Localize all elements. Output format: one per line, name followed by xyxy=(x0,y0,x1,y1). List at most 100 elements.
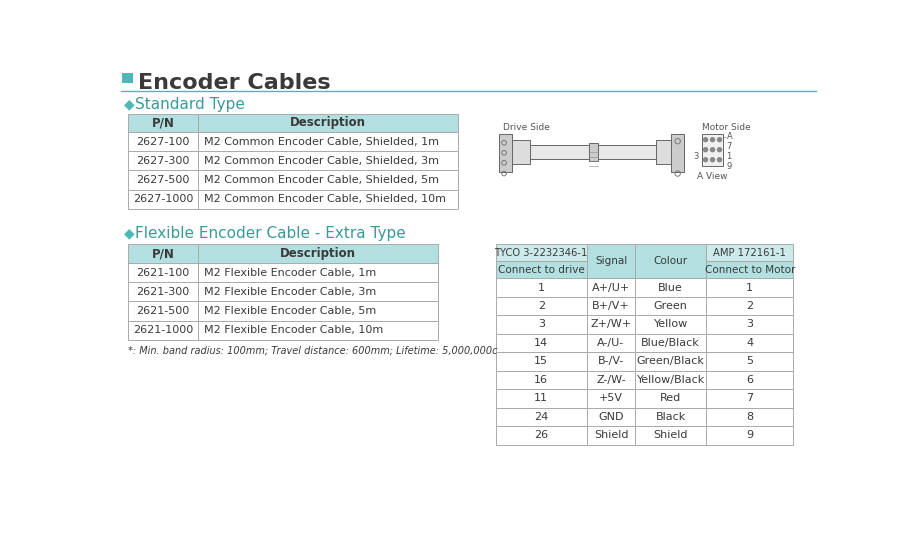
Text: 6: 6 xyxy=(746,375,753,385)
Text: 11: 11 xyxy=(535,393,548,403)
Text: 16: 16 xyxy=(535,375,548,385)
Text: 2627-300: 2627-300 xyxy=(136,156,190,166)
Bar xyxy=(128,263,198,282)
Bar xyxy=(495,426,587,444)
Text: Description: Description xyxy=(290,116,366,129)
Text: 3: 3 xyxy=(537,319,545,329)
Text: P/N: P/N xyxy=(152,247,175,260)
Text: 1: 1 xyxy=(727,152,732,161)
Text: P/N: P/N xyxy=(152,116,175,129)
Text: 3: 3 xyxy=(693,152,698,161)
Text: A View: A View xyxy=(697,172,728,181)
Text: Encoder Cables: Encoder Cables xyxy=(137,73,330,94)
Text: Colour: Colour xyxy=(654,256,687,266)
Circle shape xyxy=(717,137,722,142)
Bar xyxy=(128,151,198,170)
Text: 1: 1 xyxy=(746,283,753,293)
Text: A+/U+: A+/U+ xyxy=(592,283,630,293)
Text: Black: Black xyxy=(655,412,686,422)
Bar xyxy=(495,334,587,352)
Bar xyxy=(128,282,198,301)
Bar xyxy=(198,263,438,282)
Bar xyxy=(635,334,707,352)
Bar xyxy=(587,426,635,444)
Text: M2 Common Encoder Cable, Shielded, 1m: M2 Common Encoder Cable, Shielded, 1m xyxy=(204,136,439,147)
Text: Red: Red xyxy=(660,393,681,403)
Text: Signal: Signal xyxy=(595,256,627,266)
Bar xyxy=(128,170,198,190)
Text: Green: Green xyxy=(654,301,687,311)
Bar xyxy=(707,297,793,315)
Bar xyxy=(495,244,587,261)
Text: 7: 7 xyxy=(727,142,732,151)
Text: 2621-1000: 2621-1000 xyxy=(133,326,193,335)
Circle shape xyxy=(703,137,708,142)
Bar xyxy=(635,297,707,315)
Bar xyxy=(635,426,707,444)
Bar xyxy=(707,334,793,352)
Bar xyxy=(635,278,707,297)
Bar xyxy=(707,389,793,408)
Text: Connect to Motor: Connect to Motor xyxy=(705,265,795,275)
Text: GND: GND xyxy=(599,412,623,422)
Bar xyxy=(635,244,707,278)
Text: M2 Flexible Encoder Cable, 1m: M2 Flexible Encoder Cable, 1m xyxy=(204,267,377,277)
Bar xyxy=(198,282,438,301)
Text: AMP 172161-1: AMP 172161-1 xyxy=(713,248,786,258)
Bar xyxy=(587,389,635,408)
Text: 1: 1 xyxy=(537,283,545,293)
Text: ◆: ◆ xyxy=(123,227,134,241)
Text: +5V: +5V xyxy=(599,393,623,403)
Text: 24: 24 xyxy=(534,412,548,422)
Text: Blue: Blue xyxy=(658,283,683,293)
Bar xyxy=(128,113,198,132)
Text: M2 Common Encoder Cable, Shielded, 5m: M2 Common Encoder Cable, Shielded, 5m xyxy=(204,175,439,185)
Bar xyxy=(589,143,598,161)
Bar xyxy=(587,352,635,370)
Bar xyxy=(495,278,587,297)
Text: A: A xyxy=(727,132,732,141)
Text: 4: 4 xyxy=(746,338,753,348)
Text: Shield: Shield xyxy=(594,430,628,441)
Text: B-/V-: B-/V- xyxy=(598,356,624,367)
Bar xyxy=(635,352,707,370)
Text: 2: 2 xyxy=(537,301,545,311)
Text: Description: Description xyxy=(280,247,356,260)
Text: Connect to drive: Connect to drive xyxy=(498,265,585,275)
Text: Yellow: Yellow xyxy=(654,319,688,329)
Bar xyxy=(587,408,635,426)
Bar xyxy=(635,408,707,426)
Text: 2627-500: 2627-500 xyxy=(136,175,190,185)
Bar xyxy=(495,261,587,278)
Bar xyxy=(128,301,198,321)
Text: 2621-100: 2621-100 xyxy=(136,267,190,277)
Bar xyxy=(587,278,635,297)
Text: Standard Type: Standard Type xyxy=(135,97,245,112)
Text: 2627-1000: 2627-1000 xyxy=(133,195,193,204)
Text: 3: 3 xyxy=(746,319,753,329)
Bar xyxy=(128,244,198,263)
Bar xyxy=(198,321,438,340)
Bar xyxy=(707,408,793,426)
Text: Drive Side: Drive Side xyxy=(504,123,550,132)
Text: 5: 5 xyxy=(746,356,753,367)
Bar xyxy=(495,297,587,315)
Circle shape xyxy=(710,137,716,142)
Text: 2621-500: 2621-500 xyxy=(136,306,190,316)
Text: 2621-300: 2621-300 xyxy=(136,287,190,297)
Text: M2 Flexible Encoder Cable, 3m: M2 Flexible Encoder Cable, 3m xyxy=(204,287,377,297)
Bar xyxy=(656,140,672,164)
Bar xyxy=(672,134,684,172)
Bar xyxy=(707,315,793,334)
Text: M2 Common Encoder Cable, Shielded, 3m: M2 Common Encoder Cable, Shielded, 3m xyxy=(204,156,439,166)
Bar xyxy=(128,190,198,209)
Bar xyxy=(707,244,793,261)
Bar xyxy=(635,315,707,334)
Circle shape xyxy=(710,147,716,152)
Text: *: Min. band radius: 100mm; Travel distance: 600mm; Lifetime: 5,000,000c: *: Min. band radius: 100mm; Travel dista… xyxy=(128,346,498,356)
Text: Motor Side: Motor Side xyxy=(702,123,750,132)
Text: Yellow/Black: Yellow/Black xyxy=(636,375,705,385)
Bar xyxy=(495,408,587,426)
Bar xyxy=(707,278,793,297)
Text: Shield: Shield xyxy=(654,430,688,441)
